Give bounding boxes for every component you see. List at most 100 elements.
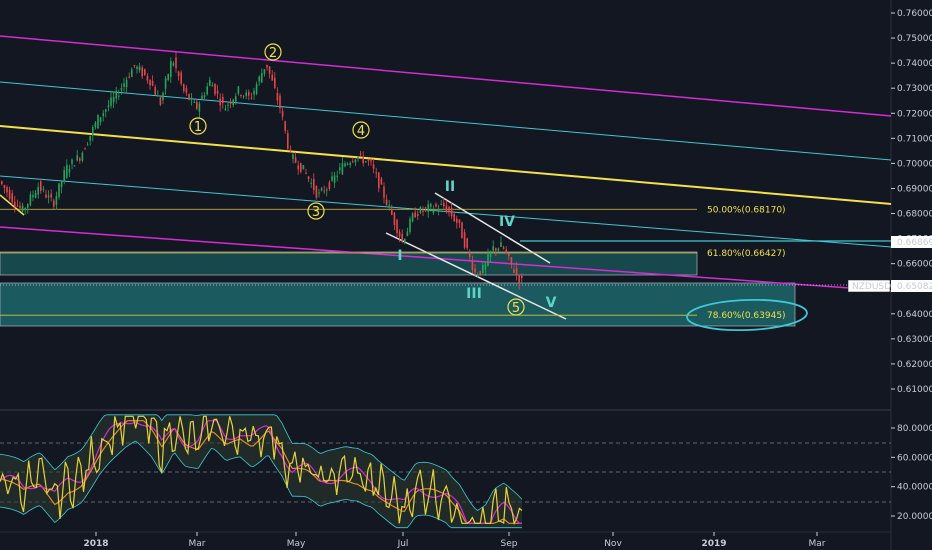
candle-body <box>138 66 141 71</box>
candle-body <box>515 267 518 275</box>
osc-tick-label: 20.0000 <box>897 512 932 522</box>
candle-body <box>422 211 424 213</box>
candle-body <box>396 219 398 234</box>
zone-78-6 <box>0 282 796 327</box>
candle-body <box>37 186 39 195</box>
candle-body <box>60 181 63 187</box>
candle-body <box>105 109 107 112</box>
time-axis[interactable]: 2018 Mar May Jul Sep Nov 2019 Mar <box>83 532 826 549</box>
candle-body <box>359 153 362 155</box>
osc-upper-band <box>0 414 523 511</box>
candle-body <box>409 218 411 232</box>
candle-body <box>271 74 273 81</box>
candle-body <box>224 108 227 111</box>
wave-4-label: 4 <box>357 124 365 139</box>
white-channel-lower <box>385 232 567 320</box>
candle-body <box>497 248 500 251</box>
candle-body <box>120 88 123 90</box>
candle-body <box>297 165 299 170</box>
candle-body <box>162 92 164 101</box>
candle-body <box>47 195 50 198</box>
wave-labels: 1 2 3 4 5 I II III IV V <box>189 43 557 316</box>
oscillator-axis[interactable]: 80.0000 60.0000 40.0000 20.0000 <box>891 424 932 522</box>
price-tick-label: 0.66000 <box>897 260 932 270</box>
candle-body <box>349 162 351 165</box>
candle-body <box>115 90 117 99</box>
candle-body <box>362 156 364 164</box>
candle-body <box>146 75 149 81</box>
osc-main-line <box>0 415 523 526</box>
candle-body <box>305 172 307 174</box>
candle-body <box>21 205 24 212</box>
candle-body <box>58 183 60 198</box>
candle-body <box>489 250 492 258</box>
marker-price-text: 0.66869 <box>897 238 932 248</box>
candle-body <box>279 95 281 109</box>
candle-body <box>79 158 81 161</box>
candle-body <box>411 213 414 222</box>
candle-body <box>193 101 195 103</box>
candle-body <box>391 208 393 215</box>
price-tick-label: 0.70000 <box>897 159 932 169</box>
candle-body <box>8 189 11 200</box>
candle-body <box>258 76 260 82</box>
candle-body <box>6 187 8 193</box>
candle-body <box>443 202 445 207</box>
target-zones <box>0 251 796 327</box>
candle-body <box>89 135 91 141</box>
fib-label: 61.80%(0.66427) <box>707 249 786 259</box>
white-channel-upper <box>434 192 551 264</box>
candle-body <box>287 133 289 149</box>
candle-body <box>320 188 323 191</box>
marker-price-tag: 0.66869 <box>891 236 932 248</box>
candle-body <box>232 99 234 106</box>
candle-body <box>248 91 250 96</box>
cyan-upper-line <box>0 81 892 161</box>
time-tick-label: Mar <box>809 539 826 549</box>
candle-body <box>276 92 279 101</box>
candle-body <box>461 222 463 239</box>
candle-body <box>97 114 99 129</box>
candle-body <box>55 195 58 205</box>
candle-body <box>203 95 206 98</box>
candle-body <box>118 95 120 97</box>
candle-body <box>339 167 341 171</box>
circled-wave-5: 5 <box>507 298 525 316</box>
candle-body <box>185 88 188 93</box>
candle-body <box>466 238 468 249</box>
candle-body <box>149 79 151 86</box>
candle-body <box>450 207 453 217</box>
candle-body <box>263 69 266 74</box>
time-tick-label: 2019 <box>701 539 726 549</box>
candle-body <box>518 275 520 284</box>
candle-body <box>437 208 440 211</box>
candle-body <box>505 249 507 254</box>
candle-body <box>341 163 344 175</box>
candle-body <box>84 148 86 150</box>
candle-body <box>250 97 253 99</box>
candle-body <box>167 74 169 80</box>
candle-body <box>510 257 513 265</box>
candle-body <box>406 231 409 237</box>
candle-body <box>40 181 42 191</box>
candle-body <box>128 76 130 78</box>
candle-body <box>180 72 182 84</box>
candle-body <box>102 113 104 116</box>
candle-body <box>294 157 297 163</box>
candle-body <box>164 78 167 89</box>
candle-body <box>281 110 284 117</box>
circled-wave-1: 1 <box>189 117 207 135</box>
candle-body <box>474 268 476 273</box>
candle-body <box>50 193 52 198</box>
circled-wave-4: 4 <box>352 121 370 139</box>
candle-body <box>201 95 203 99</box>
candle-body <box>331 176 333 181</box>
candle-body <box>469 252 471 258</box>
candle-body <box>19 205 21 208</box>
candle-body <box>34 192 37 198</box>
wave-I-label: I <box>397 248 402 264</box>
candle-body <box>388 205 390 207</box>
last-price-text: 0.65082 <box>897 282 932 292</box>
wave-V-label: V <box>546 295 557 311</box>
